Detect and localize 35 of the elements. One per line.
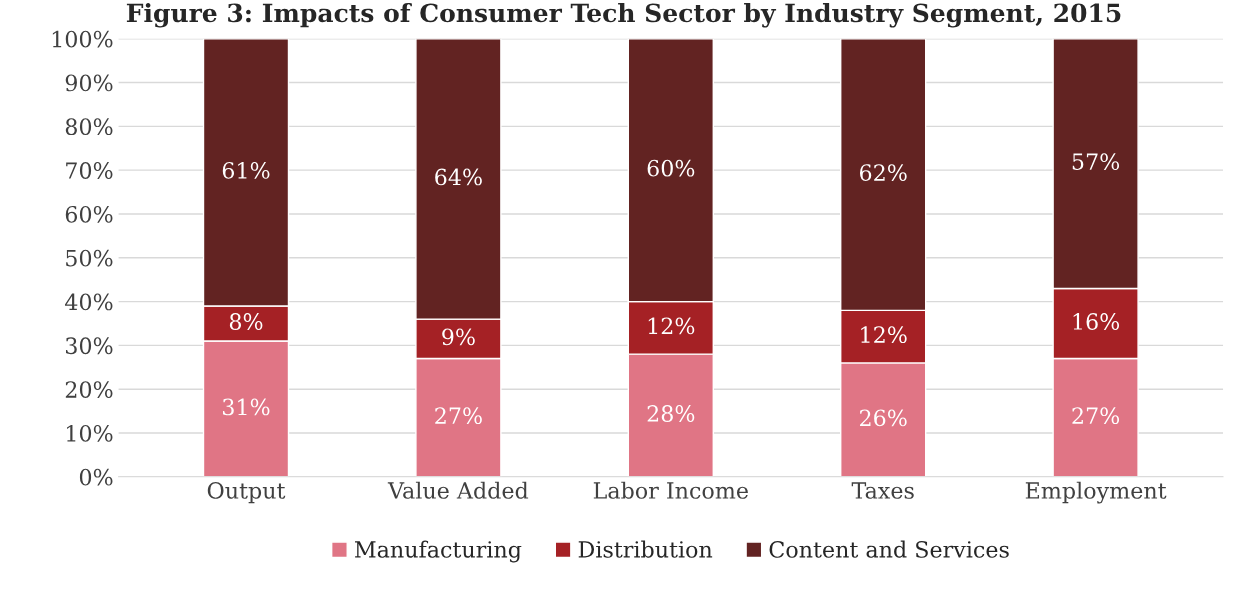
y-tick-label: 40%: [64, 293, 113, 311]
y-tick-label: 80%: [65, 118, 113, 136]
data-label: 9%: [442, 328, 475, 346]
legend-label: Distribution: [578, 540, 713, 558]
y-tick-label: 0%: [79, 468, 113, 486]
x-tick-label: Value Added: [387, 481, 529, 499]
data-label: 31%: [223, 398, 270, 416]
x-tick-label: Labor Income: [593, 481, 748, 499]
y-tick-label: 20%: [65, 381, 113, 398]
legend-label: Manufacturing: [355, 540, 522, 563]
y-tick-label: 60%: [65, 205, 113, 223]
data-label: 27%: [435, 407, 482, 425]
x-tick-label: Employment: [1025, 481, 1167, 504]
data-label: 16%: [1073, 313, 1120, 330]
y-tick-label: 50%: [66, 249, 113, 267]
y-tick-label: 100%: [52, 30, 113, 48]
y-tick-label: 30%: [66, 337, 113, 355]
data-label: 60%: [647, 159, 695, 177]
x-tick-label: Taxes: [851, 482, 914, 499]
data-label: 57%: [1072, 153, 1120, 171]
data-label: 28%: [647, 405, 695, 422]
y-tick-label: 90%: [65, 74, 113, 92]
y-tick-label: 70%: [66, 162, 113, 179]
legend-label: Content and Services: [769, 540, 1009, 558]
x-tick-label: Output: [207, 482, 286, 504]
data-label: 26%: [860, 409, 907, 427]
y-tick-label: 10%: [67, 424, 113, 442]
data-label: 27%: [1072, 407, 1120, 425]
data-label: 62%: [859, 164, 907, 181]
data-label: 12%: [861, 326, 907, 344]
data-label: 64%: [435, 168, 482, 186]
chart-title: Figure 3: Impacts of Consumer Tech Sector by Industry Segment, 2015: [126, 2, 1121, 28]
data-label: 12%: [648, 317, 695, 335]
data-label: 8%: [229, 313, 263, 330]
data-label: 61%: [222, 161, 270, 179]
